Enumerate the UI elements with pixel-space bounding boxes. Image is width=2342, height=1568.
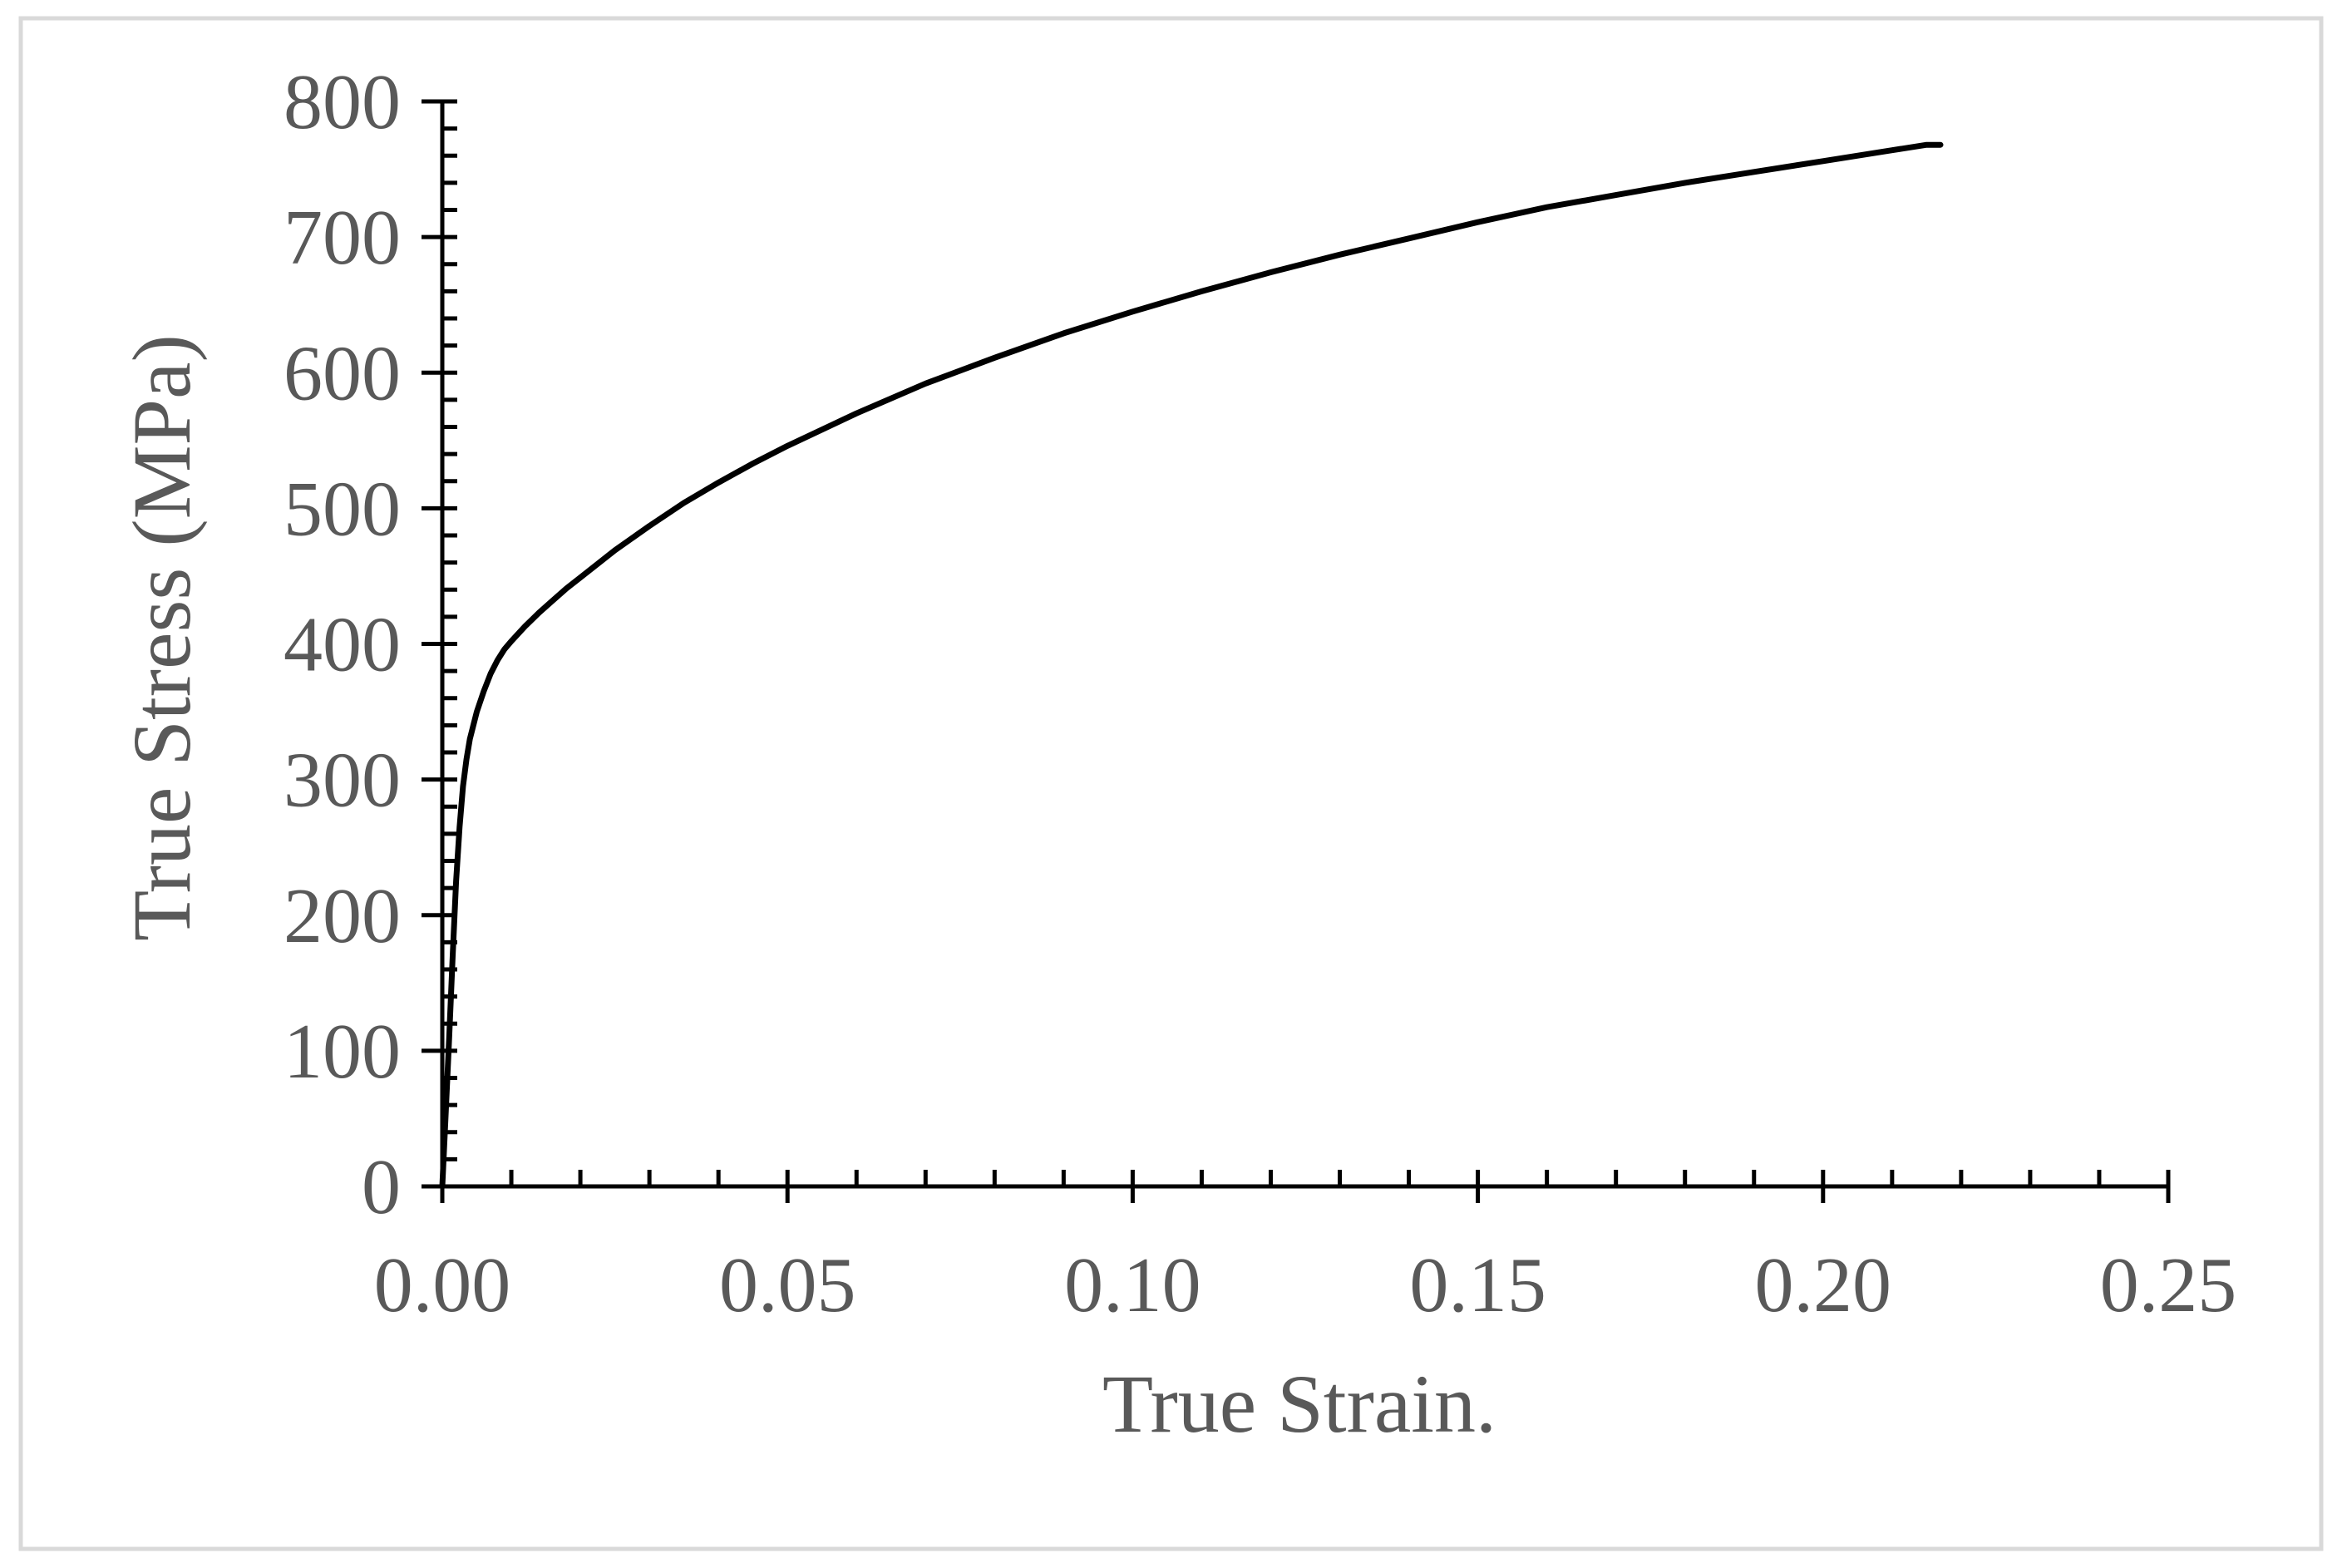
y-tick-label: 500 <box>284 466 401 552</box>
y-tick-label: 0 <box>362 1144 401 1230</box>
x-axis-title: True Strain. <box>1102 1358 1496 1450</box>
y-tick-label: 700 <box>284 195 401 281</box>
x-tick-label: 0.25 <box>2100 1242 2237 1329</box>
y-tick-label: 600 <box>284 330 401 417</box>
x-tick-label: 0.05 <box>719 1242 856 1329</box>
y-tick-labels: 0 100 200 300 400 500 600 700 800 <box>284 59 401 1230</box>
y-tick-label: 800 <box>284 59 401 145</box>
y-tick-label: 300 <box>284 737 401 824</box>
x-tick-labels: 0.00 0.05 0.10 0.15 0.20 0.25 <box>374 1242 2237 1329</box>
series-line-true-stress-strain <box>439 141 1944 1190</box>
x-axis-ticks <box>440 1170 2171 1203</box>
y-tick-label: 400 <box>284 602 401 688</box>
x-tick-label: 0.00 <box>374 1242 511 1329</box>
y-tick-label: 100 <box>284 1008 401 1095</box>
chart-frame <box>18 16 2324 1551</box>
y-axis-title: True Stress (MPa) <box>116 334 208 941</box>
x-tick-label: 0.20 <box>1755 1242 1892 1329</box>
x-tick-label: 0.15 <box>1409 1242 1546 1329</box>
y-tick-label: 200 <box>284 873 401 959</box>
x-tick-label: 0.10 <box>1064 1242 1201 1329</box>
